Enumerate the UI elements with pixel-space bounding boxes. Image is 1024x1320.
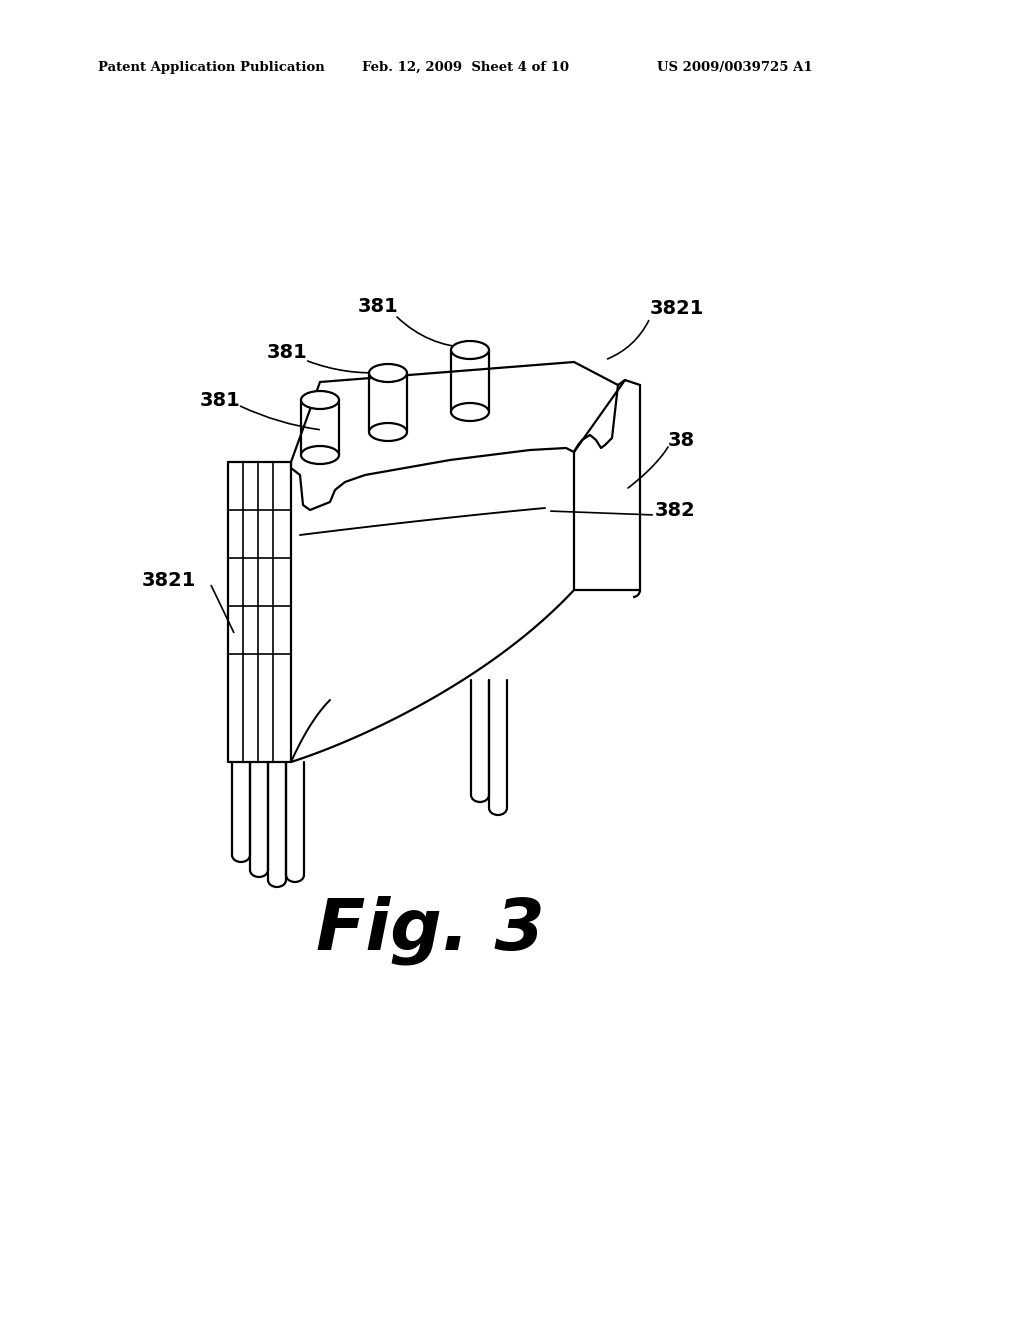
Ellipse shape [451, 341, 489, 359]
Text: 3821: 3821 [142, 570, 197, 590]
Text: 381: 381 [200, 391, 241, 409]
Ellipse shape [301, 446, 339, 465]
Text: Patent Application Publication: Patent Application Publication [98, 61, 325, 74]
Text: Fig. 3: Fig. 3 [315, 895, 545, 965]
Text: 3821: 3821 [650, 298, 705, 318]
Text: 381: 381 [267, 343, 308, 363]
Ellipse shape [451, 403, 489, 421]
Text: US 2009/0039725 A1: US 2009/0039725 A1 [657, 61, 813, 74]
Ellipse shape [369, 422, 407, 441]
Ellipse shape [301, 391, 339, 409]
Text: Feb. 12, 2009  Sheet 4 of 10: Feb. 12, 2009 Sheet 4 of 10 [362, 61, 569, 74]
Text: 38: 38 [668, 430, 695, 450]
Ellipse shape [369, 364, 407, 381]
Text: 382: 382 [655, 500, 695, 520]
Text: 381: 381 [358, 297, 398, 317]
